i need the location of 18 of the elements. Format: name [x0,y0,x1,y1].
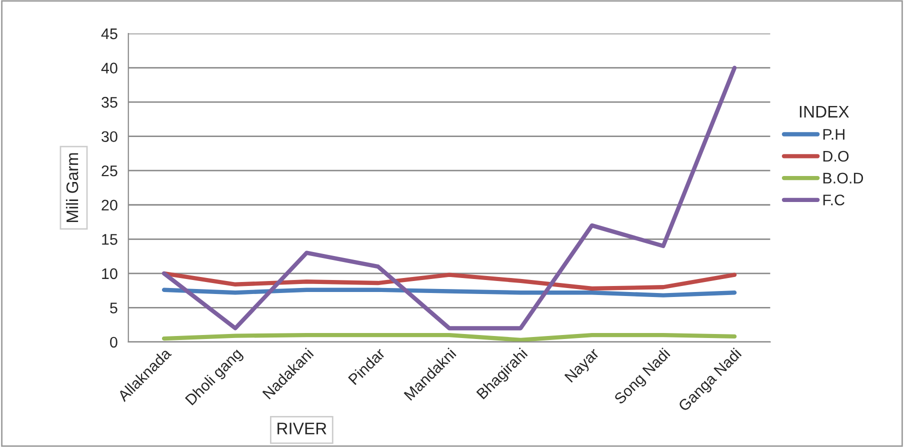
legend-label: P.H [823,129,844,140]
y-tick-label: 40 [101,62,118,74]
y-tick-label: 5 [110,302,118,314]
legend-label: D.O [823,150,849,162]
y-tick-label: 25 [102,165,118,176]
y-tick-label: 15 [102,234,118,245]
legend-title: INDEX [800,106,849,118]
y-tick-label: 45 [101,28,118,40]
x-axis-title: RIVER [278,422,326,434]
y-tick-label: 20 [102,200,118,211]
y-tick-label: 35 [102,96,118,108]
y-axis-title: Mili Garm [66,153,78,222]
y-tick-label: 10 [102,268,118,280]
y-tick-label: 0 [110,336,118,348]
legend-label: F.C [823,194,844,206]
line-series [162,66,737,330]
y-tick-label: 30 [102,131,118,142]
legend-label: B.O.D [823,172,864,184]
